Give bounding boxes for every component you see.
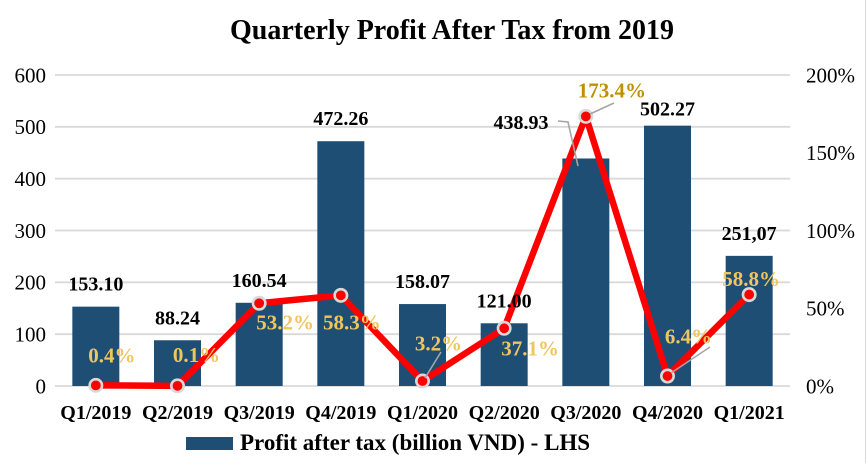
line-marker-q4-2019 xyxy=(333,287,349,303)
line-marker-q1-2021 xyxy=(741,287,757,303)
y-axis-right-tick-label: 150% xyxy=(806,141,855,165)
x-axis-label-q1-2019: Q1/2019 xyxy=(60,402,131,424)
x-axis-label-q3-2019: Q3/2019 xyxy=(224,402,295,424)
label-leader-line xyxy=(670,346,711,374)
pct-value-label-q2-2019: 0.1% xyxy=(173,343,220,367)
bar-value-label-q3-2019: 160.54 xyxy=(232,270,287,292)
bar-value-label-q4-2019: 472.26 xyxy=(313,108,368,130)
y-axis-right-tick-label: 50% xyxy=(806,297,845,321)
y-axis-left-tick-label: 100 xyxy=(15,323,47,347)
label-leader-line xyxy=(557,120,579,167)
bar-q1-2019 xyxy=(72,306,120,386)
x-axis-label-q4-2020: Q4/2020 xyxy=(632,402,703,424)
bar-q1-2021 xyxy=(725,255,773,386)
y-axis-left-tick-label: 400 xyxy=(15,167,47,191)
bar-value-label-q1-2021: 251,07 xyxy=(722,223,777,245)
x-axis-label-q1-2020: Q1/2020 xyxy=(387,402,458,424)
line-marker-q1-2020 xyxy=(414,373,430,389)
label-leader-line xyxy=(589,102,615,115)
y-axis-left-tick-label: 0 xyxy=(36,374,47,398)
x-axis-label-q1-2021: Q1/2021 xyxy=(714,402,785,424)
pct-value-label-q3-2020: 173.4% xyxy=(578,79,646,103)
line-marker-q4-2020 xyxy=(659,368,675,384)
pct-value-label-q1-2019: 0.4% xyxy=(88,344,135,368)
bar-value-label-q1-2020: 158.07 xyxy=(395,271,450,293)
pct-value-label-q4-2019: 58.3% xyxy=(323,311,381,335)
y-axis-left-tick-label: 600 xyxy=(15,63,47,87)
bar-q4-2020 xyxy=(644,125,691,387)
y-axis-left-tick-label: 200 xyxy=(15,271,47,295)
pct-value-label-q2-2020: 37.1% xyxy=(501,337,559,361)
y-axis-right-tick-label: 100% xyxy=(806,219,855,243)
y-axis-right-tick-label: 200% xyxy=(806,63,855,87)
chart-title: Quarterly Profit After Tax from 2019 xyxy=(229,15,675,46)
pct-value-label-q1-2021: 58.8% xyxy=(722,267,780,291)
label-leader-line xyxy=(424,351,442,379)
x-axis-label-q2-2020: Q2/2020 xyxy=(469,402,540,424)
x-axis-label-q2-2019: Q2/2019 xyxy=(142,402,213,424)
y-axis-left-tick-label: 300 xyxy=(15,219,47,243)
bar-value-label-q1-2019: 153.10 xyxy=(68,274,123,296)
y-axis-left-tick-label: 500 xyxy=(15,115,47,139)
bar-value-label-q4-2020: 502.27 xyxy=(640,99,695,121)
legend-label: Profit after tax (billion VND) - LHS xyxy=(240,430,591,455)
x-axis-label-q3-2020: Q3/2020 xyxy=(550,402,621,424)
line-marker-q3-2019 xyxy=(251,295,267,311)
pct-value-label-q1-2020: 3.2% xyxy=(415,331,462,355)
pct-value-label-q3-2019: 53.2% xyxy=(256,311,314,335)
bar-value-label-q3-2020: 438.93 xyxy=(494,112,549,134)
line-marker-q2-2019 xyxy=(170,378,186,394)
bar-value-label-q2-2020: 121.00 xyxy=(477,290,532,312)
line-marker-q1-2019 xyxy=(88,377,104,393)
y-axis-right-tick-label: 0% xyxy=(806,374,834,398)
line-marker-q3-2020 xyxy=(578,108,594,124)
legend-swatch-bar-series xyxy=(186,436,233,450)
bar-q3-2020 xyxy=(562,158,610,386)
bar-q4-2019 xyxy=(317,141,365,386)
line-marker-q2-2020 xyxy=(496,320,512,336)
x-axis-label-q4-2019: Q4/2019 xyxy=(305,402,376,424)
pct-value-label-q4-2020: 6.4% xyxy=(665,324,712,348)
legend: Profit after tax (billion VND) - LHS xyxy=(186,430,590,456)
bar-value-label-q2-2019: 88.24 xyxy=(155,307,200,329)
